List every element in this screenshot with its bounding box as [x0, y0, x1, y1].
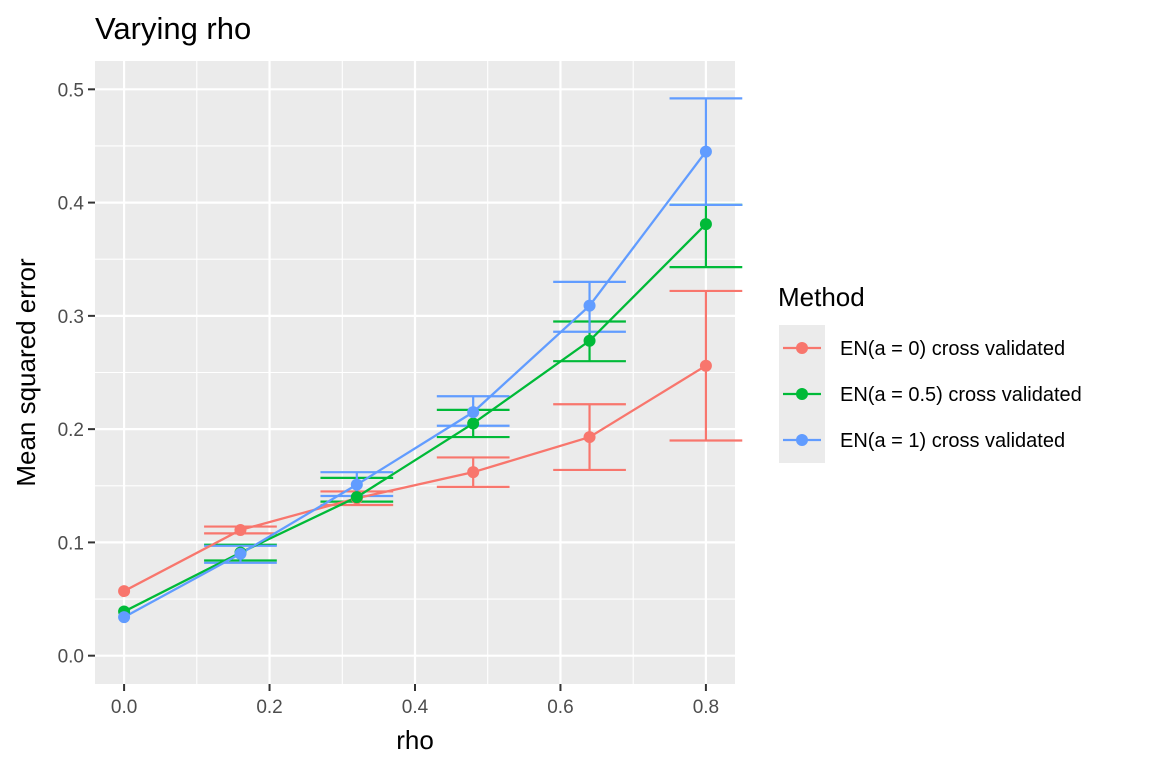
legend-item: EN(a = 0.5) cross validated	[783, 384, 1082, 406]
data-point	[467, 417, 480, 430]
legend-item: EN(a = 1) cross validated	[783, 430, 1065, 452]
series-line	[123, 150, 707, 619]
series-line	[123, 364, 707, 593]
data-point	[118, 585, 131, 598]
legend-label: EN(a = 0.5) cross validated	[840, 384, 1082, 406]
data-point	[699, 359, 712, 372]
legend-label: EN(a = 1) cross validated	[840, 430, 1065, 452]
data-point	[350, 491, 363, 504]
data-point	[467, 406, 480, 419]
data-point	[234, 547, 247, 560]
x-tick-label: 0.4	[402, 697, 429, 718]
legend-key-point	[796, 434, 808, 446]
y-tick-label: 0.5	[58, 80, 84, 101]
y-axis: 0.0 0.1 0.2 0.3 0.4 0.5	[58, 80, 95, 668]
data-point	[350, 478, 363, 491]
series-lines	[123, 150, 707, 619]
x-axis: 0.0 0.2 0.4 0.6 0.8	[111, 684, 719, 718]
legend-items: EN(a = 0) cross validated EN(a = 0.5) cro…	[783, 338, 1082, 452]
y-tick-label: 0.1	[58, 533, 84, 554]
data-point	[234, 523, 247, 536]
legend-key-point	[796, 388, 808, 400]
x-tick-label: 0.6	[547, 697, 573, 718]
data-point	[583, 299, 596, 312]
y-tick-label: 0.2	[58, 420, 84, 441]
series-line	[123, 223, 707, 613]
x-axis-title: rho	[396, 725, 434, 755]
legend-title: Method	[778, 282, 865, 312]
data-point	[583, 334, 596, 347]
chart-title: Varying rho	[95, 11, 251, 46]
data-point	[699, 145, 712, 158]
data-point	[118, 611, 131, 624]
series-points	[118, 145, 712, 624]
data-point	[467, 466, 480, 479]
x-tick-label: 0.2	[256, 697, 282, 718]
legend-item: EN(a = 0) cross validated	[783, 338, 1065, 360]
data-point	[583, 431, 596, 444]
legend-key-point	[796, 342, 808, 354]
y-tick-label: 0.0	[58, 647, 84, 668]
data-point	[699, 218, 712, 231]
y-axis-title: Mean squared error	[11, 258, 41, 487]
y-tick-label: 0.3	[58, 307, 84, 328]
x-tick-label: 0.0	[111, 697, 137, 718]
x-tick-label: 0.8	[693, 697, 719, 718]
y-tick-label: 0.4	[58, 194, 85, 215]
legend-label: EN(a = 0) cross validated	[840, 338, 1065, 360]
